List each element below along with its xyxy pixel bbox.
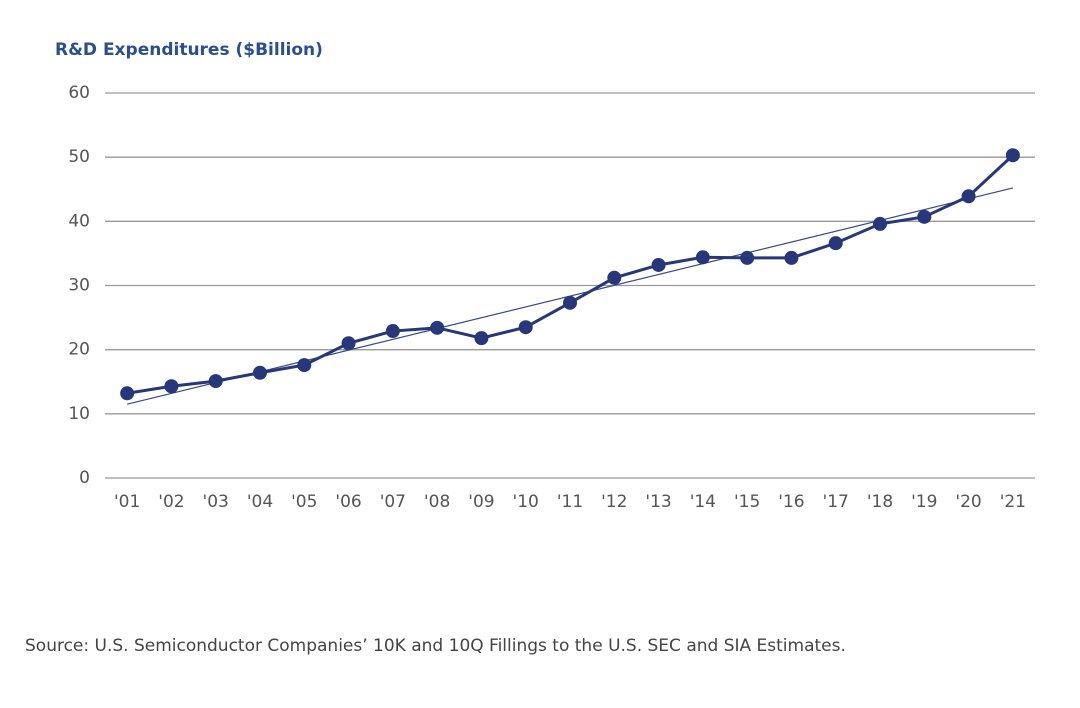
x-tick-label: '10 bbox=[513, 492, 539, 512]
data-point bbox=[208, 374, 223, 389]
data-point bbox=[917, 209, 932, 224]
x-tick-label: '03 bbox=[203, 492, 229, 512]
x-tick-label: '12 bbox=[601, 492, 627, 512]
y-tick-label: 0 bbox=[79, 468, 90, 488]
y-tick-label: 40 bbox=[68, 211, 90, 231]
chart-title: R&D Expenditures ($Billion) bbox=[55, 40, 323, 60]
data-point bbox=[430, 320, 445, 335]
x-tick-label: '17 bbox=[823, 492, 849, 512]
data-point bbox=[341, 336, 356, 351]
x-tick-label: '21 bbox=[1000, 492, 1026, 512]
data-point bbox=[740, 250, 755, 265]
x-tick-label: '18 bbox=[867, 492, 893, 512]
x-tick-label: '19 bbox=[911, 492, 937, 512]
data-point bbox=[518, 320, 533, 335]
x-tick-label: '07 bbox=[380, 492, 406, 512]
x-tick-label: '02 bbox=[158, 492, 184, 512]
data-point bbox=[651, 257, 666, 272]
data-point bbox=[253, 365, 267, 380]
x-tick-label: '15 bbox=[734, 492, 760, 512]
data-point bbox=[385, 324, 400, 339]
x-tick-label: '11 bbox=[557, 492, 583, 512]
data-point bbox=[1005, 148, 1020, 163]
y-tick-label: 50 bbox=[68, 147, 90, 167]
x-tick-label: '14 bbox=[690, 492, 716, 512]
data-point bbox=[695, 250, 710, 265]
data-point bbox=[607, 270, 622, 285]
x-tick-label: '16 bbox=[778, 492, 804, 512]
x-tick-label: '09 bbox=[468, 492, 494, 512]
data-point bbox=[120, 386, 135, 401]
x-tick-label: '01 bbox=[114, 492, 140, 512]
data-point bbox=[784, 250, 799, 265]
data-point bbox=[297, 358, 312, 373]
x-tick-label: '20 bbox=[955, 492, 981, 512]
y-tick-label: 10 bbox=[68, 404, 90, 424]
x-tick-label: '06 bbox=[335, 492, 361, 512]
data-point bbox=[474, 331, 489, 346]
data-point bbox=[828, 236, 843, 251]
source-note: Source: U.S. Semiconductor Companies’ 10… bbox=[25, 636, 846, 656]
x-tick-label: '08 bbox=[424, 492, 450, 512]
x-tick-label: '05 bbox=[291, 492, 317, 512]
x-tick-label: '04 bbox=[247, 492, 273, 512]
data-line bbox=[126, 154, 1014, 395]
data-point bbox=[164, 379, 179, 394]
data-point bbox=[563, 295, 577, 310]
data-point bbox=[873, 216, 887, 231]
y-tick-label: 20 bbox=[68, 340, 90, 360]
y-tick-label: 60 bbox=[68, 83, 90, 103]
data-point bbox=[961, 189, 976, 204]
x-tick-label: '13 bbox=[645, 492, 671, 512]
y-tick-label: 30 bbox=[68, 276, 90, 296]
